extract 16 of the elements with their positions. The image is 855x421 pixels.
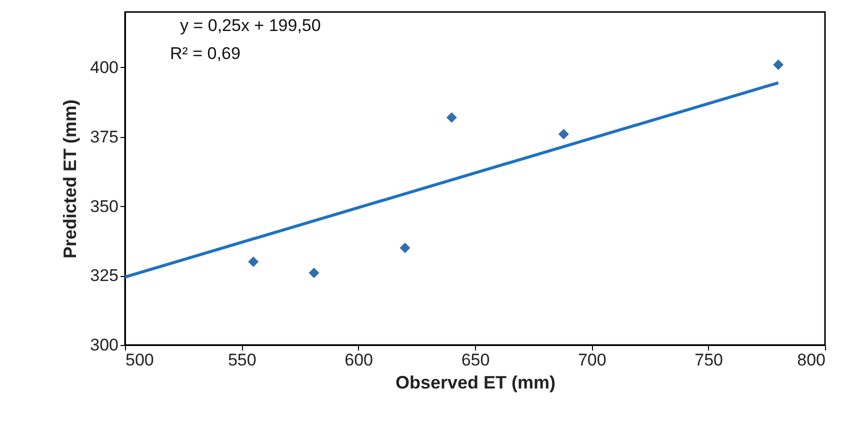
x-tick-label: 750 bbox=[694, 350, 724, 370]
x-tick-label: 800 bbox=[797, 350, 826, 370]
annotation: y = 0,25x + 199,50 bbox=[180, 16, 321, 35]
annotation: R² = 0,69 bbox=[170, 44, 240, 63]
x-tick-label: 550 bbox=[228, 350, 256, 370]
y-tick-label: 375 bbox=[90, 127, 118, 146]
y-axis-title: Predicted ET (mm) bbox=[60, 99, 80, 259]
x-tick-label: 600 bbox=[344, 350, 374, 370]
x-tick-label: 700 bbox=[578, 350, 606, 370]
y-tick-label: 300 bbox=[90, 336, 118, 354]
y-tick-label: 325 bbox=[90, 266, 118, 286]
x-axis-title: Observed ET (mm) bbox=[395, 372, 556, 392]
y-tick-label: 400 bbox=[90, 58, 118, 77]
y-tick-label: 350 bbox=[90, 196, 118, 216]
x-tick-label: 650 bbox=[461, 350, 490, 370]
x-tick-label: 500 bbox=[126, 350, 154, 370]
